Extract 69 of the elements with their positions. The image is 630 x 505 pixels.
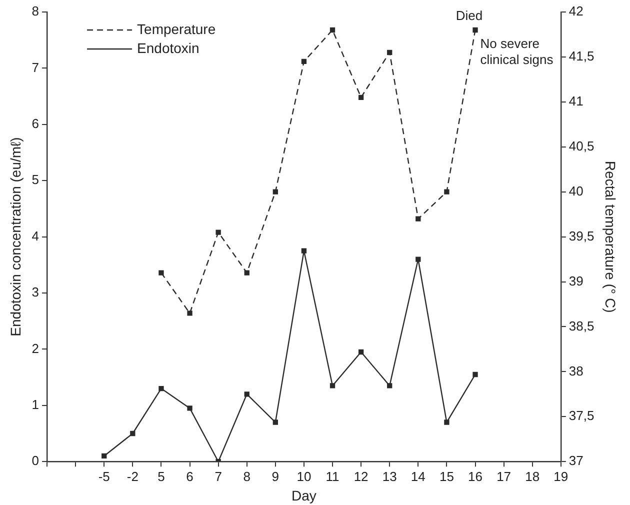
legend-label: Temperature <box>137 20 216 37</box>
x-tick-label: 18 <box>525 468 540 484</box>
point <box>272 420 278 425</box>
point <box>158 270 164 276</box>
x-tick-label: 5 <box>158 468 165 484</box>
x-tick-label: 15 <box>439 468 454 484</box>
y-tick-label: 5 <box>32 172 40 188</box>
legend-label: Endotoxin <box>137 40 200 56</box>
x-tick-label: 13 <box>382 468 397 484</box>
y-tick-label: 2 <box>32 340 40 356</box>
x-tick-label: -5 <box>98 468 110 484</box>
y-tick-label: 4 <box>32 228 40 244</box>
point <box>102 453 107 459</box>
point <box>187 310 192 316</box>
y2-tick-label: 42 <box>568 4 584 19</box>
x-tick-label: 17 <box>496 468 512 484</box>
x-tick-label: 12 <box>354 468 368 484</box>
point <box>130 430 136 436</box>
point <box>416 216 421 222</box>
point <box>272 189 278 194</box>
point <box>158 386 164 392</box>
x-tick-label: -2 <box>126 468 138 484</box>
y2-tick-label: 39,5 <box>568 228 594 244</box>
point <box>187 406 192 411</box>
point <box>301 248 307 254</box>
point <box>244 392 250 397</box>
point <box>444 420 450 425</box>
y-tick-label: 8 <box>32 4 40 19</box>
y-tick-label: 1 <box>32 396 40 412</box>
y-tick-label: 6 <box>32 116 40 131</box>
x-tick-label: 10 <box>296 468 312 484</box>
point <box>387 383 392 388</box>
y2-tick-label: 39 <box>568 273 584 288</box>
y-axis-title: Endotoxin concentration (eu/mℓ) <box>7 137 24 336</box>
x-tick-label: 16 <box>468 468 482 484</box>
y-tick-label: 0 <box>32 453 40 468</box>
y2-axis-title: Rectal temperature (° C) <box>602 160 619 313</box>
point <box>301 58 307 64</box>
annotation: No severe clinical signs <box>480 36 554 67</box>
x-tick-label: 8 <box>243 468 250 484</box>
x-tick-label: 6 <box>186 468 194 484</box>
point <box>472 27 478 33</box>
point <box>330 383 336 388</box>
point <box>416 256 421 262</box>
x-tick-label: 7 <box>214 468 222 484</box>
y2-tick-label: 40 <box>568 183 584 198</box>
y2-tick-label: 41 <box>568 94 584 108</box>
y2-tick-label: 37,5 <box>568 408 594 424</box>
point <box>444 189 450 194</box>
y2-tick-label: 38,5 <box>568 318 594 334</box>
point <box>358 349 364 355</box>
y2-tick-label: 38 <box>568 363 584 378</box>
point <box>216 230 221 235</box>
point <box>358 94 364 100</box>
x-axis-title: Day <box>292 487 316 504</box>
x-tick-label: 9 <box>272 468 280 484</box>
y2-tick-label: 41,5 <box>568 48 594 64</box>
point <box>244 270 250 276</box>
annotation: Died <box>456 8 483 23</box>
y-tick-label: 3 <box>32 284 40 300</box>
x-tick-label: 11 <box>326 468 340 484</box>
point <box>330 27 336 33</box>
x-tick-label: 19 <box>554 468 568 484</box>
y2-tick-label: 37 <box>568 453 584 468</box>
point <box>472 372 478 378</box>
x-tick-label: 14 <box>410 468 426 484</box>
y-tick-label: 7 <box>32 60 40 75</box>
point <box>387 50 392 56</box>
y2-tick-label: 40,5 <box>568 138 594 154</box>
